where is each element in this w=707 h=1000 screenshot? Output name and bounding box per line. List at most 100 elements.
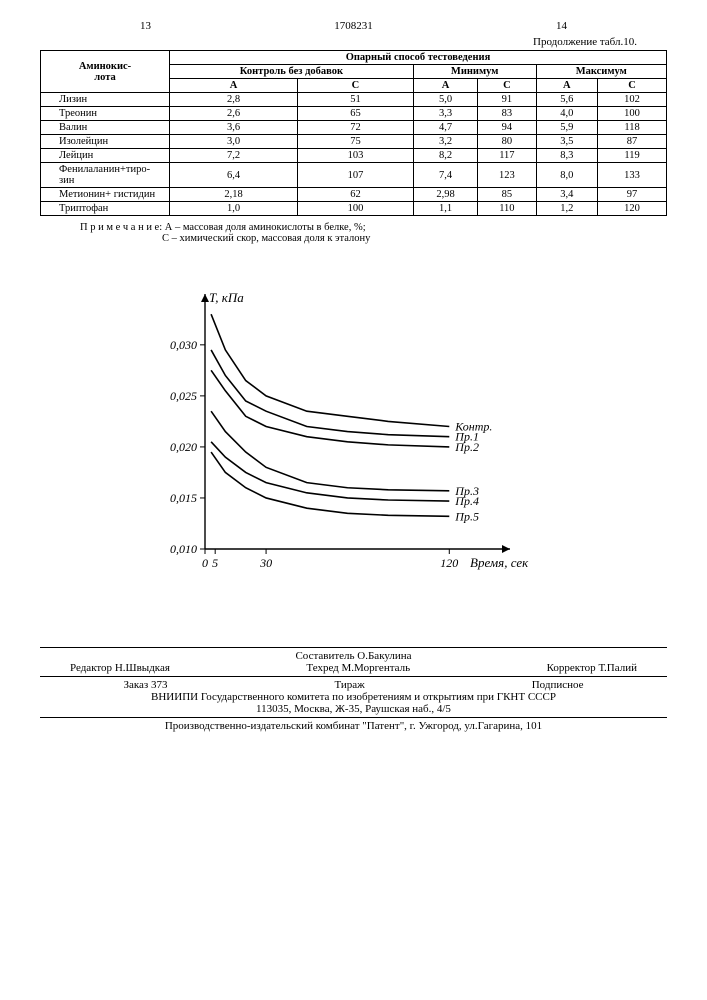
table-cell: 97 [598,188,667,202]
table-row: Триптофан1,01001,11101,2120 [41,202,667,216]
table-cell: 4,0 [536,107,598,121]
page-num-right: 14 [556,20,567,32]
svg-text:5: 5 [212,556,218,570]
col-min: Минимум [413,65,536,79]
table-cell: 123 [478,163,536,188]
svg-text:0,020: 0,020 [170,440,197,454]
table-cell: 107 [298,163,414,188]
footer-addr: 113035, Москва, Ж-35, Раушская наб., 4/5 [40,703,667,715]
table-cell: 117 [478,149,536,163]
table-cell: 100 [598,107,667,121]
svg-text:0,025: 0,025 [170,389,197,403]
table-cell: 110 [478,202,536,216]
chart-container: 0,010 0,015 0,020 0,025 0,030 05 30 120 T, кПа Вр… [140,284,667,587]
table-cell: 83 [478,107,536,121]
table-note: П р и м е ч а н и е: А – массовая доля а… [80,222,667,244]
svg-text:30: 30 [259,556,272,570]
table-row: Изолейцин3,0753,2803,587 [41,135,667,149]
sub-c: С [598,79,667,93]
table-cell: Фенилаланин+тиро- зин [41,163,170,188]
note-line2: С – химический скор, массовая доля к эта… [162,233,667,244]
decay-chart: 0,010 0,015 0,020 0,025 0,030 05 30 120 T, кПа Вр… [140,284,560,584]
table-cell: Метионин+ гистидин [41,188,170,202]
table-cell: 94 [478,121,536,135]
table-cell: 8,3 [536,149,598,163]
table-cell: Изолейцин [41,135,170,149]
table-cell: Валин [41,121,170,135]
table-cell: Лизин [41,93,170,107]
table-row: Метионин+ гистидин2,18622,98853,497 [41,188,667,202]
svg-text:Пр.5: Пр.5 [454,509,479,523]
table-cell: Лейцин [41,149,170,163]
table-row: Лейцин7,21038,21178,3119 [41,149,667,163]
table-cell: 51 [298,93,414,107]
table-cell: 119 [598,149,667,163]
table-cell: 5,6 [536,93,598,107]
table-cell: 3,4 [536,188,598,202]
footer: Составитель О.Бакулина Редактор Н.Швыдка… [40,647,667,732]
footer-compiler: Составитель О.Бакулина [40,650,667,662]
col-max: Максимум [536,65,667,79]
table-cell: 80 [478,135,536,149]
svg-text:Пр.2: Пр.2 [454,440,479,454]
table-cell: Треонин [41,107,170,121]
table-cell: 5,9 [536,121,598,135]
table-row: Фенилаланин+тиро- зин6,41077,41238,0133 [41,163,667,188]
svg-text:T, кПа: T, кПа [209,290,244,305]
footer-corrector: Корректор Т.Палий [547,662,637,674]
svg-text:0,030: 0,030 [170,338,197,352]
table-caption: Продолжение табл.10. [40,36,637,48]
table-cell: 2,8 [170,93,298,107]
table-cell: 65 [298,107,414,121]
col-control: Контроль без добавок [170,65,414,79]
table-cell: 62 [298,188,414,202]
table-row: Валин3,6724,7945,9118 [41,121,667,135]
table-cell: 6,4 [170,163,298,188]
table-cell: 8,2 [413,149,477,163]
table-cell: 7,2 [170,149,298,163]
table-cell: 1,0 [170,202,298,216]
sub-c: С [298,79,414,93]
footer-subscr: Подписное [532,679,584,691]
table-cell: 120 [598,202,667,216]
table-cell: 3,6 [170,121,298,135]
table-cell: 3,3 [413,107,477,121]
table-cell: 1,2 [536,202,598,216]
sub-a: А [413,79,477,93]
col-aminoacid: Аминокис- лота [41,51,170,93]
svg-text:0,010: 0,010 [170,542,197,556]
note-line1: П р и м е ч а н и е: А – массовая доля а… [80,222,667,233]
svg-text:Пр.4: Пр.4 [454,494,479,508]
table-cell: 103 [298,149,414,163]
sub-c: С [478,79,536,93]
svg-text:120: 120 [440,556,458,570]
table-cell: 3,2 [413,135,477,149]
table-cell: 2,98 [413,188,477,202]
table-cell: 118 [598,121,667,135]
doc-number: 1708231 [334,20,373,32]
footer-org: ВНИИПИ Государственного комитета по изоб… [40,691,667,703]
table-cell: 3,0 [170,135,298,149]
svg-text:0,015: 0,015 [170,491,197,505]
amino-acid-table: Аминокис- лота Опарный способ тестоведен… [40,50,667,216]
table-cell: 72 [298,121,414,135]
table-cell: 7,4 [413,163,477,188]
page-header: 13 1708231 14 [40,20,667,32]
table-cell: 2,6 [170,107,298,121]
footer-tirazh: Тираж [334,679,364,691]
footer-printer: Производственно-издательский комбинат "П… [40,720,667,732]
table-cell: 4,7 [413,121,477,135]
footer-tehred: Техред М.Моргенталь [306,662,410,674]
table-cell: 100 [298,202,414,216]
table-cell: 8,0 [536,163,598,188]
page-num-left: 13 [140,20,151,32]
table-cell: 1,1 [413,202,477,216]
footer-order: Заказ 373 [123,679,167,691]
table-cell: 102 [598,93,667,107]
svg-text:Время, сек: Время, сек [470,555,529,570]
table-cell: 3,5 [536,135,598,149]
table-row: Треонин2,6653,3834,0100 [41,107,667,121]
table-cell: Триптофан [41,202,170,216]
svg-text:0: 0 [202,556,208,570]
table-cell: 5,0 [413,93,477,107]
